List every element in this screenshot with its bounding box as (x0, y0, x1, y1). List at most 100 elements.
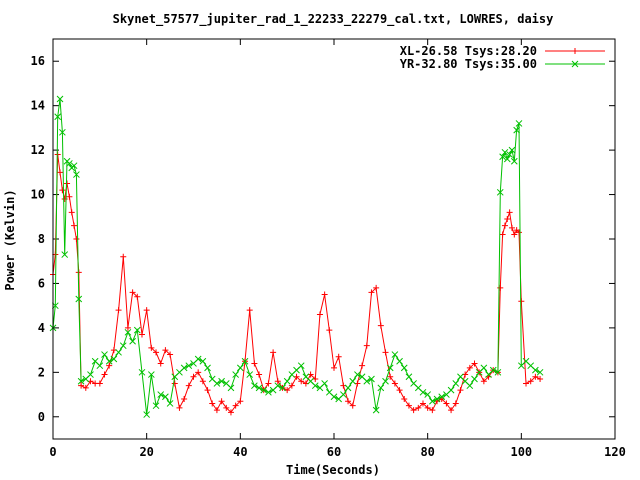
data-point (391, 351, 399, 358)
x-axis-label: Time(Seconds) (286, 463, 380, 477)
data-point (489, 366, 497, 374)
data-point (256, 371, 263, 378)
x-tick-label: 60 (327, 445, 341, 459)
data-point (274, 382, 282, 390)
data-point (419, 400, 426, 407)
data-point (452, 380, 460, 387)
data-point (518, 298, 525, 305)
y-tick-label: 4 (38, 321, 45, 335)
data-point (523, 380, 530, 387)
x-tick-label: 20 (139, 445, 153, 459)
series-1 (50, 151, 544, 416)
data-point (246, 307, 253, 314)
data-point (199, 357, 207, 365)
data-point (129, 289, 136, 296)
x-tick-label: 0 (49, 445, 56, 459)
data-point (501, 148, 509, 156)
data-point (241, 357, 249, 365)
data-point (501, 222, 508, 229)
data-point (265, 380, 272, 387)
data-point (64, 180, 71, 187)
data-point (503, 155, 511, 163)
legend-marker (571, 60, 579, 68)
x-tick-label: 80 (420, 445, 434, 459)
data-point (377, 384, 385, 392)
data-point (143, 307, 150, 314)
data-point (410, 407, 417, 414)
plot-frame (52, 38, 616, 440)
data-point (96, 380, 103, 387)
data-point (204, 387, 211, 394)
data-point (133, 326, 141, 334)
data-point (297, 362, 305, 370)
data-point (508, 146, 516, 154)
data-point (527, 378, 534, 385)
data-point (185, 382, 192, 389)
y-tick-label: 2 (38, 365, 45, 379)
data-point (401, 396, 408, 402)
data-point (345, 398, 352, 405)
data-point (428, 397, 436, 405)
data-point (433, 395, 441, 403)
data-point (223, 404, 230, 411)
y-tick-label: 6 (38, 276, 45, 290)
data-point (105, 357, 113, 365)
data-point (419, 388, 427, 396)
data-point (148, 344, 155, 351)
data-point (279, 384, 286, 392)
data-point (511, 231, 518, 238)
data-point (405, 402, 412, 409)
data-point (110, 355, 118, 363)
data-point (382, 349, 389, 356)
data-point (171, 380, 178, 387)
data-point (106, 362, 113, 369)
data-point (115, 307, 122, 314)
data-point (152, 402, 160, 410)
series-line (52, 154, 541, 414)
data-point (57, 169, 64, 176)
data-point (194, 355, 202, 363)
data-point (387, 373, 394, 380)
data-point (515, 120, 523, 127)
data-point (218, 377, 225, 385)
data-point (506, 209, 513, 216)
data-point (96, 362, 104, 370)
data-point (73, 236, 80, 242)
data-point (134, 293, 141, 300)
data-point (61, 251, 69, 258)
data-point (236, 364, 244, 372)
data-point (260, 386, 268, 394)
data-point (452, 400, 459, 407)
data-point (499, 153, 506, 161)
legend-label: XL-26.58 Tsys:28.20 (400, 44, 537, 58)
data-point (101, 371, 108, 378)
data-point (513, 126, 521, 134)
data-point (359, 362, 366, 369)
data-point (400, 364, 408, 372)
data-point (298, 378, 305, 385)
data-point (508, 224, 515, 231)
data-point (515, 229, 522, 236)
data-point (68, 209, 75, 216)
data-point (59, 187, 66, 194)
data-point (138, 368, 146, 376)
data-point (119, 342, 127, 350)
data-point (56, 95, 64, 103)
data-point (443, 400, 450, 407)
data-point (167, 351, 174, 358)
data-point (335, 353, 342, 360)
data-point (438, 393, 446, 401)
data-point (396, 387, 403, 394)
data-point (227, 409, 234, 416)
data-point (471, 360, 478, 367)
data-point (386, 364, 394, 372)
data-point (124, 328, 132, 336)
data-point (153, 349, 160, 356)
data-point (466, 382, 474, 390)
data-point (368, 375, 375, 383)
data-point (311, 382, 319, 390)
data-point (326, 327, 333, 334)
data-point (157, 360, 164, 367)
data-point (82, 384, 89, 391)
